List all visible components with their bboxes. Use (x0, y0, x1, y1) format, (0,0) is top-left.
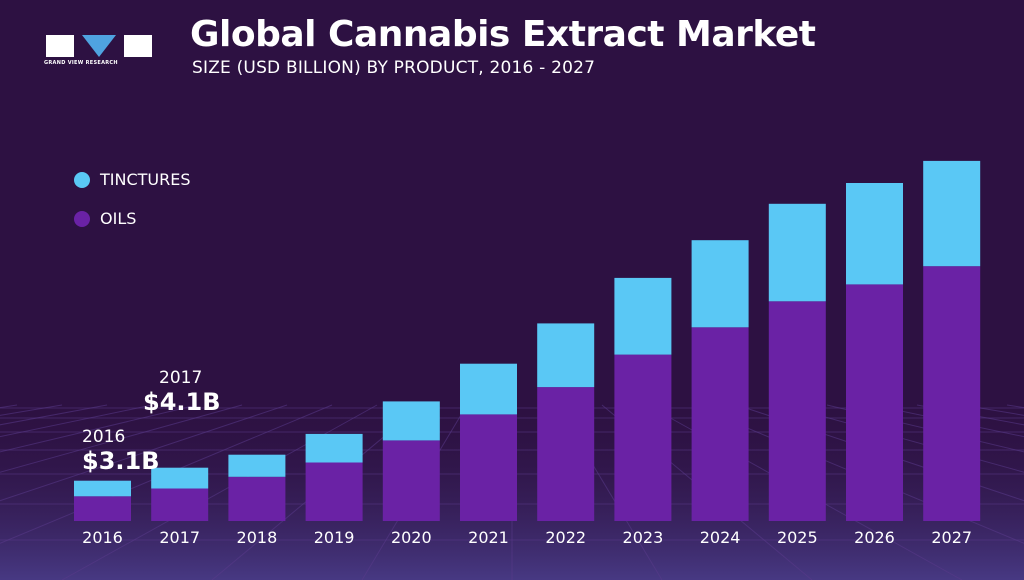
bar-oils-2019 (305, 462, 363, 521)
bar-tinctures-2019 (305, 433, 363, 463)
callout-2016: 2016 $3.1B (82, 427, 160, 475)
bar-tinctures-2016 (74, 480, 131, 497)
grid-line-radial (0, 404, 243, 473)
bar-tinctures-2027 (923, 160, 981, 267)
grid-line-radial (0, 404, 288, 502)
x-tick-label-2017: 2017 (159, 528, 200, 547)
grid-line-radial (871, 404, 1024, 438)
chart-title: Global Cannabis Extract Market (190, 14, 816, 55)
legend-swatch-tinctures (74, 171, 90, 188)
bar-tinctures-2026 (846, 183, 903, 285)
bar-tinctures-2022 (537, 323, 595, 388)
x-tick-label-2019: 2019 (314, 528, 355, 547)
x-tick-label-2025: 2025 (777, 528, 818, 547)
bar-oils-2026 (846, 284, 903, 521)
bar-oils-2023 (614, 354, 672, 521)
bar-tinctures-2024 (691, 240, 749, 328)
bar-oils-2018 (228, 476, 286, 521)
x-tick-label-2016: 2016 (82, 528, 123, 547)
bar-oils-2025 (768, 301, 826, 521)
legend-label-tinctures: TINCTURES (100, 170, 191, 189)
x-tick-label-2021: 2021 (468, 528, 509, 547)
bar-tinctures-2023 (614, 277, 672, 355)
bar-tinctures-2020 (382, 401, 440, 441)
callout-2017-year: 2017 (159, 368, 203, 388)
bar-tinctures-2018 (228, 454, 286, 477)
legend-item-tinctures: TINCTURES (74, 170, 191, 189)
legend-label-oils: OILS (100, 209, 137, 228)
bar-oils-2016 (74, 496, 131, 521)
bar-oils-2022 (537, 387, 595, 521)
legend-item-oils: OILS (74, 209, 136, 228)
x-tick-label-2026: 2026 (854, 528, 895, 547)
bar-tinctures-2025 (768, 203, 826, 302)
callout-2016-year: 2016 (82, 427, 126, 447)
callout-2016-value: $3.1B (82, 447, 160, 475)
grid-line-radial (0, 404, 153, 438)
x-tick-label-2024: 2024 (700, 528, 741, 547)
bar-tinctures-2017 (151, 467, 209, 489)
bar-oils-2024 (691, 327, 749, 521)
bar-oils-2020 (382, 440, 440, 521)
x-tick-label-2022: 2022 (545, 528, 586, 547)
bar-oils-2027 (923, 266, 981, 521)
callout-2017-value: $4.1B (143, 388, 221, 416)
x-tick-label-2023: 2023 (623, 528, 664, 547)
logo-block-right (124, 35, 152, 57)
x-axis-labels: 2016 2017 2018 2019 2020 2021 2022 2023 2024 2025… (82, 528, 972, 547)
logo-text: GRAND VIEW RESEARCH (44, 60, 118, 66)
bar-oils-2017 (151, 488, 209, 521)
bar-oils-2021 (460, 414, 517, 521)
x-tick-label-2018: 2018 (237, 528, 278, 547)
bar-tinctures-2021 (460, 363, 517, 415)
x-tick-label-2020: 2020 (391, 528, 432, 547)
bar-group (74, 160, 981, 521)
logo-block-left (46, 35, 74, 57)
company-logo (46, 35, 152, 57)
chart-subtitle: SIZE (USD BILLION) BY PRODUCT, 2016 - 20… (192, 58, 596, 78)
x-tick-label-2027: 2027 (931, 528, 972, 547)
callout-2017: 2017 $4.1B (143, 368, 221, 416)
logo-chevron (82, 35, 116, 57)
legend-swatch-oils (74, 210, 90, 227)
grid-line-radial (0, 404, 198, 453)
